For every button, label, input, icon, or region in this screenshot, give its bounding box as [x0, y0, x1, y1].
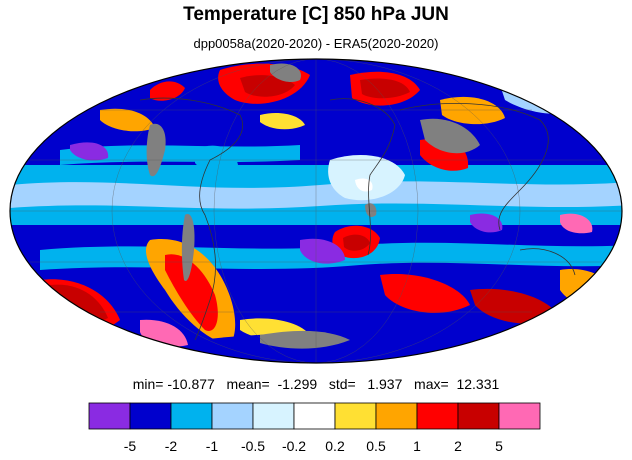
graticule	[10, 59, 622, 363]
colorbar-tick-label: -2	[165, 438, 178, 454]
colorbar-tick-label: -1	[206, 438, 219, 454]
colorbar-tick-label: -0.2	[282, 438, 306, 454]
colorbar-tick-label: 2	[454, 438, 462, 454]
colorbar-box	[252, 402, 295, 430]
missing-rockies	[146, 123, 166, 177]
missing-andes	[181, 214, 195, 281]
north-pacific-warm	[100, 108, 155, 132]
south-indian-warm	[470, 288, 560, 324]
labrador-warm	[260, 113, 305, 130]
colorbar-box	[293, 402, 336, 430]
scandinavia-warm-core	[360, 78, 410, 99]
coastlines	[139, 97, 576, 341]
colorbar-box	[170, 402, 213, 430]
colorbar-ticks: -5 -2 -1 -0.5 -0.2 0.2 0.5 1 2 5	[124, 438, 503, 454]
colorbar-tick-label: 0.2	[325, 438, 345, 454]
pacific-cold	[70, 142, 109, 161]
colorbar-tick-label: -5	[124, 438, 137, 454]
world-temperature-map	[9, 58, 623, 364]
greenland-warm-core	[240, 75, 295, 97]
colorbar-box	[211, 402, 254, 430]
south-atlantic-cold	[300, 238, 345, 264]
sahara-neutral	[328, 155, 405, 201]
colorbar-tick-label: 5	[495, 438, 503, 454]
colorbar-box	[88, 402, 131, 430]
alaska-warm	[150, 81, 185, 101]
colorbar-tick-label: 0.5	[366, 438, 386, 454]
colorbar-box	[498, 402, 541, 430]
missing-antarctica	[260, 330, 350, 349]
colorbar-box	[129, 402, 172, 430]
west-pacific-hot	[560, 213, 593, 234]
globe-outline	[9, 58, 623, 364]
sahel-white	[355, 178, 373, 192]
map-subtitle: dpp0058a(2020-2020) - ERA5(2020-2020)	[193, 36, 439, 51]
colorbar-box	[334, 402, 377, 430]
missing-east-africa	[365, 203, 377, 217]
colorbar-box	[416, 402, 459, 430]
missing-greenland	[270, 63, 301, 83]
colorbar-box	[375, 402, 418, 430]
equatorial-band	[10, 181, 622, 209]
colorbar-boxes	[88, 402, 541, 430]
southern-africa-core	[343, 234, 370, 251]
north-america-band	[195, 145, 238, 174]
stats-line: min= -10.877 mean= -1.299 std= 1.937 max…	[132, 376, 500, 392]
colorbar-tick-label: -0.5	[241, 438, 265, 454]
missing-tibet	[420, 118, 480, 154]
colorbar-box	[457, 402, 500, 430]
map-title: Temperature [C] 850 hPa JUN	[183, 4, 449, 25]
tasman-warm	[560, 269, 615, 307]
colorbar-tick-label: 1	[413, 438, 421, 454]
indian-ocean-warm	[380, 274, 470, 313]
indian-cold	[470, 213, 503, 233]
